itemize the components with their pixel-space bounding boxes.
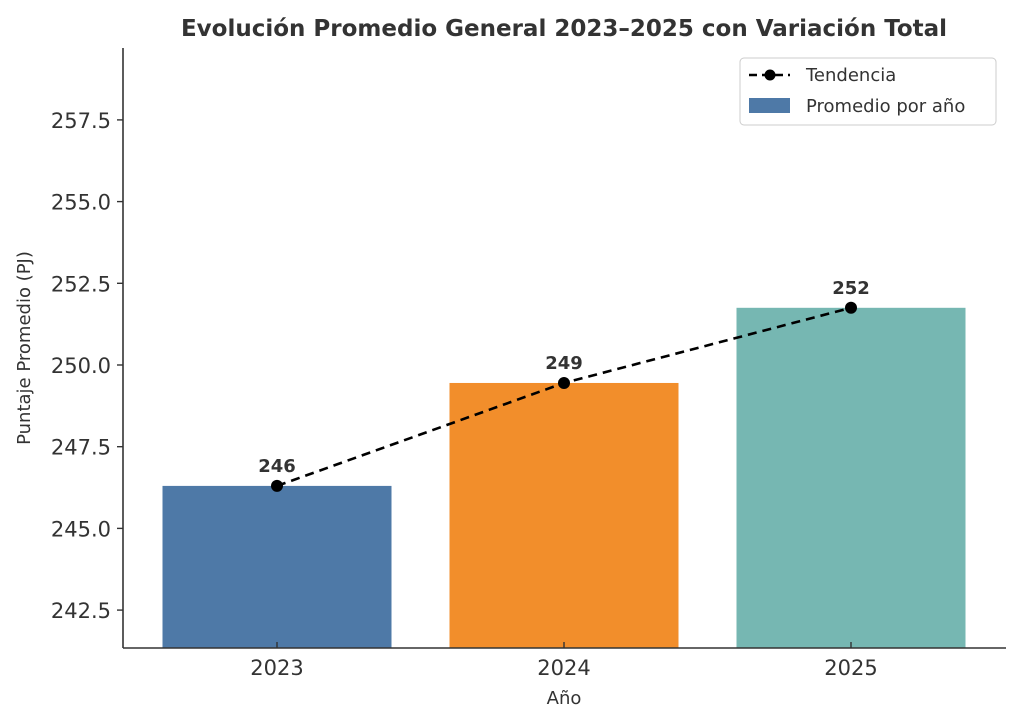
y-tick-label: 252.5 — [51, 272, 111, 296]
y-tick-label: 242.5 — [51, 599, 111, 623]
legend-label-bars: Promedio por año — [806, 96, 965, 117]
bar-2025 — [736, 307, 966, 648]
legend: Tendencia Promedio por año — [739, 57, 997, 126]
chart-title: Evolución Promedio General 2023–2025 con… — [181, 16, 947, 42]
x-tick-label-2025: 2025 — [824, 656, 877, 680]
data-label-2023: 246 — [258, 456, 296, 477]
y-axis-label: Puntaje Promedio (PJ) — [14, 251, 35, 445]
trend-marker-2023 — [271, 479, 283, 492]
bars-group — [162, 307, 966, 648]
y-tick-label: 245.0 — [51, 517, 111, 541]
trend-marker-2024 — [558, 376, 570, 389]
x-tick-label-2023: 2023 — [250, 656, 303, 680]
y-tick-label: 247.5 — [51, 436, 111, 460]
y-tick-label: 250.0 — [51, 354, 111, 378]
y-ticks-group: 242.5 245.0 247.5 250.0 252.5 255.0 257.5 — [51, 109, 123, 623]
legend-trend-marker-icon — [764, 69, 776, 81]
legend-box — [739, 57, 997, 126]
x-axis-label: Año — [547, 688, 582, 709]
data-label-2025: 252 — [832, 278, 870, 299]
trend-marker-2025 — [845, 301, 857, 314]
legend-bar-swatch-icon — [749, 98, 790, 113]
legend-label-trend: Tendencia — [805, 65, 896, 86]
data-labels-group: 246 249 252 — [258, 278, 870, 477]
y-tick-label: 257.5 — [51, 109, 111, 133]
y-tick-label: 255.0 — [51, 191, 111, 215]
bar-2024 — [449, 382, 679, 648]
x-tick-label-2024: 2024 — [537, 656, 590, 680]
data-label-2024: 249 — [545, 353, 583, 374]
bar-2023 — [162, 485, 392, 648]
x-ticks-group: 2023 2024 2025 — [250, 642, 878, 680]
trend-line-group — [271, 301, 857, 492]
